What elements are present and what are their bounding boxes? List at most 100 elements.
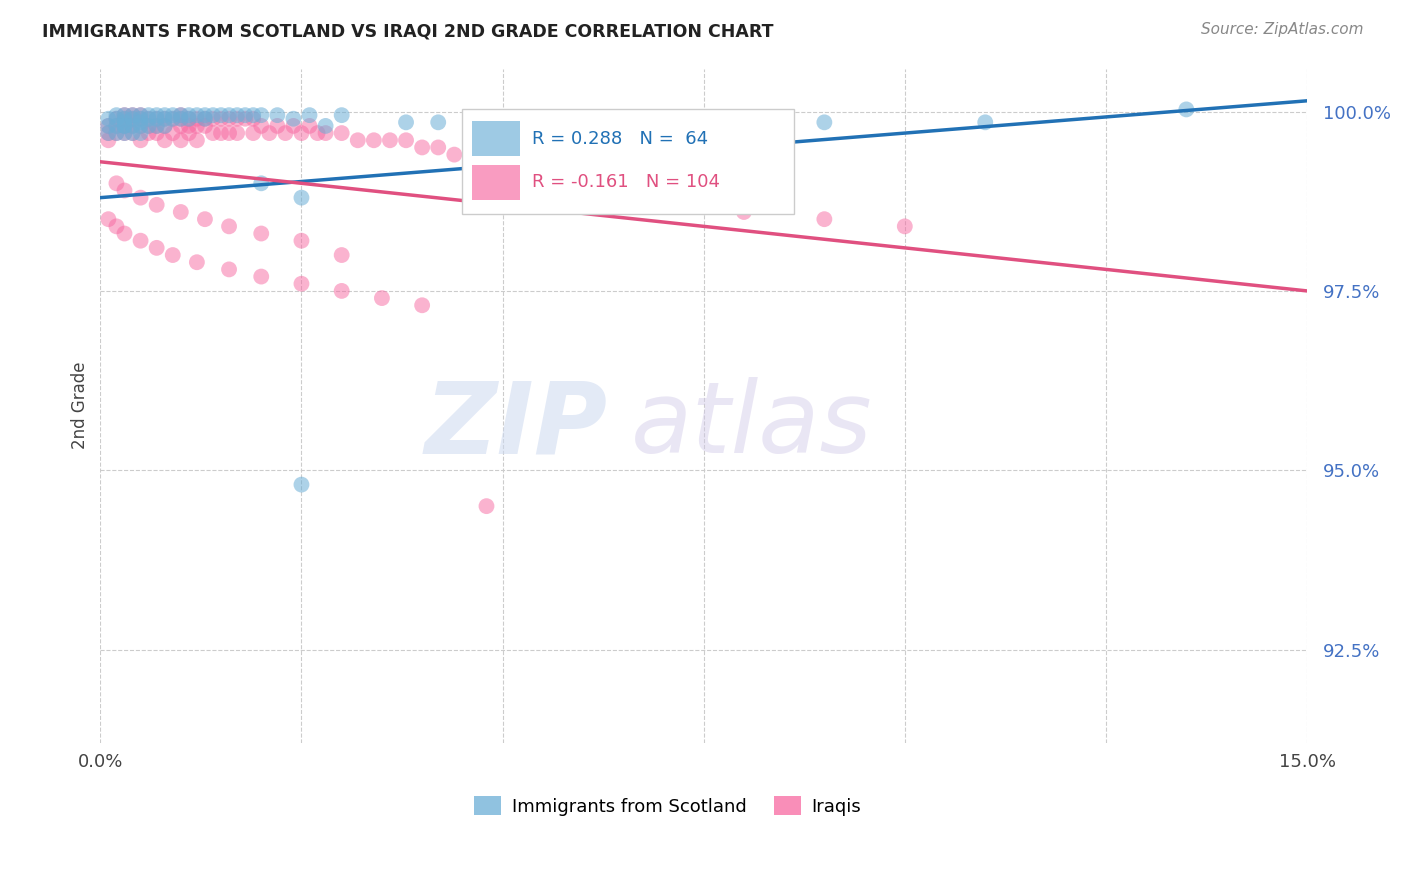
Point: [250, 119, 273, 133]
Point: [194, 112, 217, 126]
Point: [283, 112, 305, 126]
Point: [201, 112, 224, 126]
Point: [733, 115, 755, 129]
Point: [129, 112, 152, 126]
Point: [283, 119, 305, 133]
Point: [395, 115, 418, 129]
Point: [330, 248, 353, 262]
Point: [105, 126, 128, 140]
Point: [105, 108, 128, 122]
FancyBboxPatch shape: [472, 165, 520, 200]
Point: [218, 108, 240, 122]
Point: [145, 112, 167, 126]
Point: [330, 108, 353, 122]
Point: [226, 108, 249, 122]
Point: [114, 115, 136, 129]
Point: [138, 112, 160, 126]
Point: [209, 112, 232, 126]
Point: [145, 198, 167, 212]
Point: [138, 119, 160, 133]
Point: [194, 112, 217, 126]
Point: [242, 112, 264, 126]
Point: [411, 298, 433, 312]
Point: [395, 133, 418, 147]
Point: [105, 119, 128, 133]
Point: [114, 119, 136, 133]
Point: [153, 112, 176, 126]
Point: [114, 112, 136, 126]
Point: [330, 284, 353, 298]
Y-axis label: 2nd Grade: 2nd Grade: [72, 362, 89, 450]
Point: [97, 126, 120, 140]
Text: Source: ZipAtlas.com: Source: ZipAtlas.com: [1201, 22, 1364, 37]
Point: [572, 176, 595, 190]
Point: [105, 126, 128, 140]
Point: [378, 133, 401, 147]
Point: [129, 126, 152, 140]
Point: [145, 241, 167, 255]
Point: [129, 119, 152, 133]
Point: [153, 133, 176, 147]
Point: [170, 133, 193, 147]
Point: [138, 119, 160, 133]
Point: [170, 119, 193, 133]
Point: [218, 219, 240, 234]
Point: [298, 119, 321, 133]
Point: [307, 126, 329, 140]
Point: [138, 126, 160, 140]
Point: [170, 112, 193, 126]
Point: [572, 126, 595, 140]
Point: [114, 126, 136, 140]
Point: [266, 119, 288, 133]
Point: [114, 108, 136, 122]
Point: [105, 112, 128, 126]
Point: [290, 234, 312, 248]
Text: IMMIGRANTS FROM SCOTLAND VS IRAQI 2ND GRADE CORRELATION CHART: IMMIGRANTS FROM SCOTLAND VS IRAQI 2ND GR…: [42, 22, 773, 40]
Point: [114, 108, 136, 122]
Point: [266, 108, 288, 122]
Point: [201, 108, 224, 122]
Point: [250, 108, 273, 122]
Point: [129, 108, 152, 122]
Point: [259, 126, 281, 140]
Point: [138, 112, 160, 126]
Point: [153, 119, 176, 133]
Point: [170, 112, 193, 126]
Point: [290, 191, 312, 205]
Point: [145, 112, 167, 126]
Point: [194, 212, 217, 227]
Point: [129, 234, 152, 248]
Point: [121, 108, 143, 122]
Point: [218, 112, 240, 126]
Point: [813, 212, 835, 227]
Point: [226, 126, 249, 140]
FancyBboxPatch shape: [472, 121, 520, 156]
Point: [162, 112, 184, 126]
Point: [121, 126, 143, 140]
Point: [121, 112, 143, 126]
Point: [371, 291, 394, 305]
Point: [974, 115, 997, 129]
Point: [250, 176, 273, 190]
Point: [105, 112, 128, 126]
Point: [97, 133, 120, 147]
Point: [114, 184, 136, 198]
Point: [194, 119, 217, 133]
Point: [153, 108, 176, 122]
Point: [290, 277, 312, 291]
Point: [733, 205, 755, 219]
Point: [531, 169, 554, 183]
Point: [121, 108, 143, 122]
Point: [233, 112, 256, 126]
Point: [114, 126, 136, 140]
Point: [145, 119, 167, 133]
Point: [129, 112, 152, 126]
Point: [129, 119, 152, 133]
Point: [315, 126, 337, 140]
Point: [114, 112, 136, 126]
Text: R = -0.161   N = 104: R = -0.161 N = 104: [533, 173, 720, 192]
Point: [475, 119, 498, 133]
Point: [233, 108, 256, 122]
Point: [153, 119, 176, 133]
Point: [194, 108, 217, 122]
